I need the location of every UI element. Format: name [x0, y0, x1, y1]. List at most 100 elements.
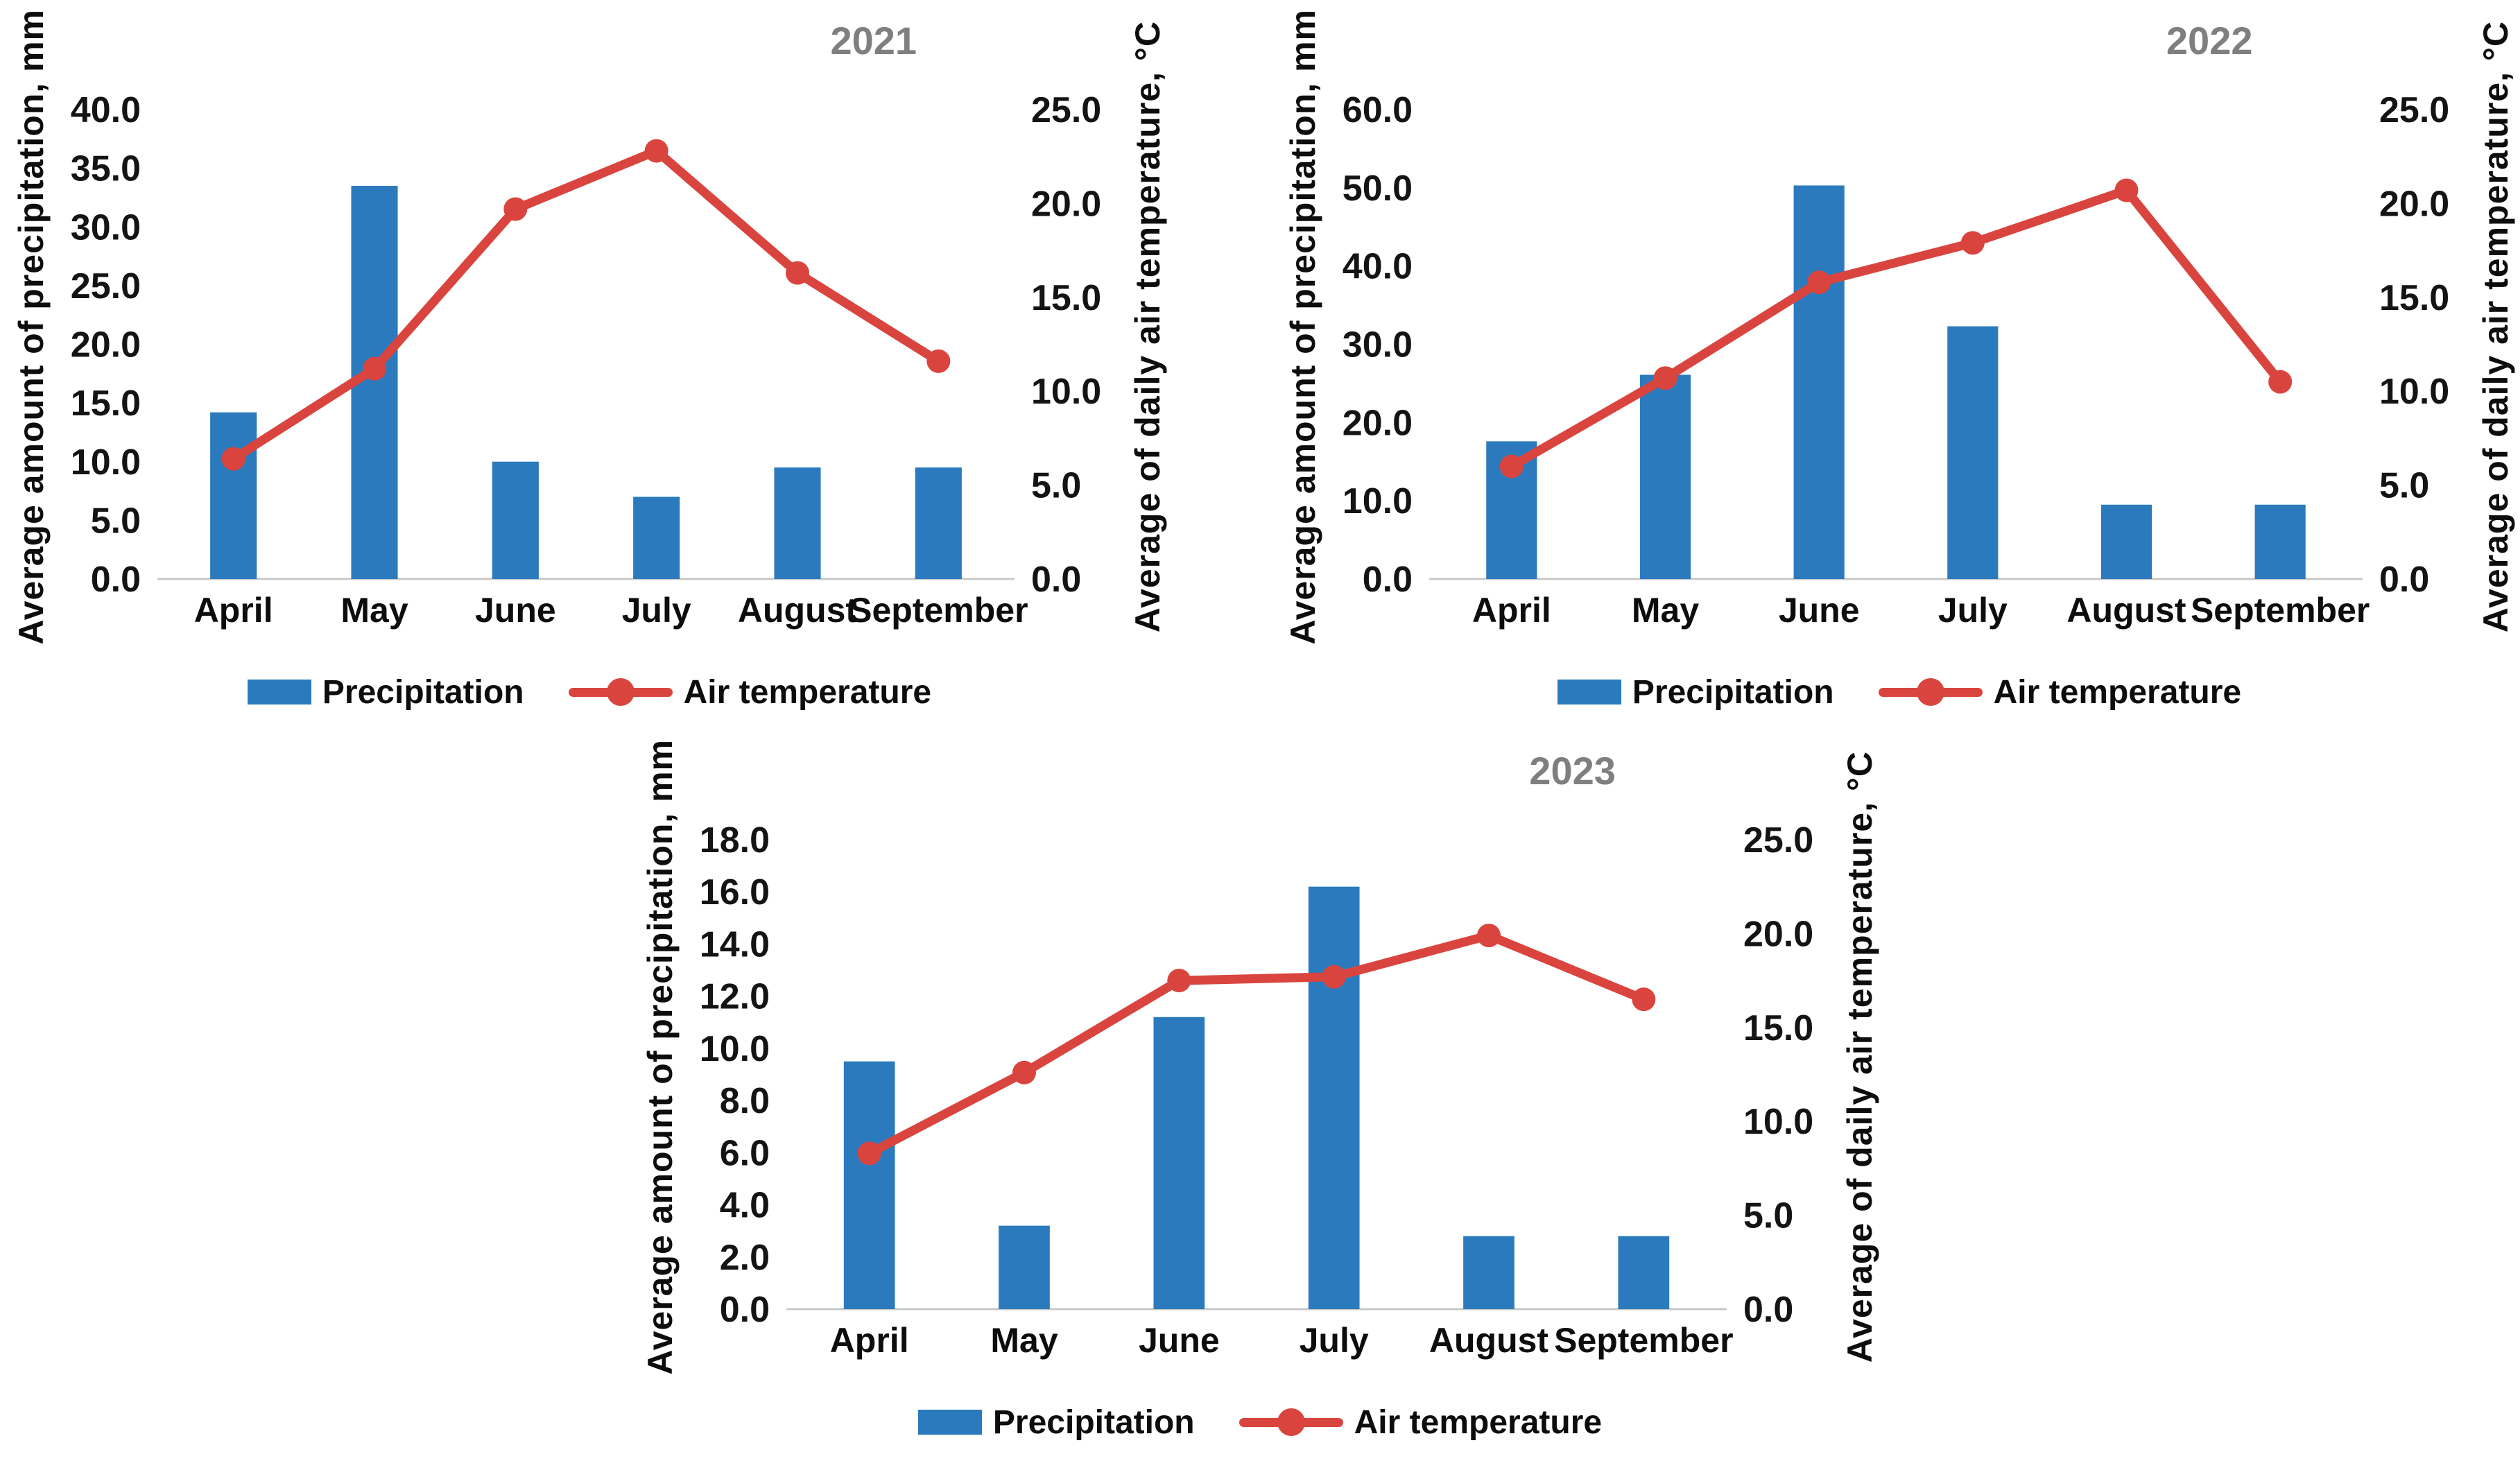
legend-item-air-temperature: Air temperature — [1878, 673, 2242, 711]
right-axis-tick-label: 15.0 — [2379, 278, 2449, 318]
bar-september — [915, 467, 962, 579]
left-axis-tick-label: 60.0 — [1343, 90, 1413, 130]
chart-2023: Average amount of precipitation, mm Aver… — [636, 730, 1884, 1461]
bar-july — [1308, 886, 1360, 1309]
left-axis-tick-label: 10.0 — [1343, 481, 1413, 521]
left-axis-tick-label: 10.0 — [700, 1029, 770, 1069]
legend-precipitation-label: Precipitation — [322, 673, 524, 711]
left-axis-tick-label: 35.0 — [71, 149, 141, 189]
temperature-point-july — [1960, 231, 1985, 255]
chart-plot-area: 0.0 5.0 10.0 15.0 20.0 25.0 30.0 35.0 40.0 0.0 5.0… — [71, 19, 1101, 630]
legend-precipitation-label: Precipitation — [1632, 673, 1834, 711]
right-axis-title-text: Average of daily air temperature, °C — [2476, 21, 2515, 633]
left-axis-title: Average amount of precipitation, mm — [636, 730, 684, 1384]
chart-plot-area: 0.0 10.0 20.0 30.0 40.0 50.0 60.0 0.0 5.0 10.0 15.… — [1343, 19, 2449, 630]
left-axis-title-text: Average amount of precipitation, mm — [641, 739, 680, 1375]
month-label-april: April — [194, 591, 273, 630]
legend-item-precipitation: Precipitation — [917, 1403, 1195, 1442]
left-axis-tick-label: 4.0 — [720, 1186, 770, 1226]
right-axis-tick-label: 0.0 — [1743, 1290, 1793, 1330]
right-axis-title-text: Average of daily air temperature, °C — [1128, 21, 1167, 633]
legend-air-temperature-label: Air temperature — [1993, 673, 2242, 711]
right-axis-tick-label: 20.0 — [1031, 184, 1101, 224]
left-axis-tick-label: 30.0 — [1343, 325, 1413, 365]
air-temperature-swatch-icon — [1878, 678, 1983, 706]
left-axis-tick-label: 6.0 — [720, 1133, 770, 1173]
air-temperature-swatch-icon — [1239, 1408, 1343, 1436]
marker-dot-icon — [1277, 1408, 1305, 1436]
bar-july — [633, 496, 680, 579]
month-label-june: June — [475, 591, 556, 630]
left-axis-tick-label: 40.0 — [1343, 247, 1413, 287]
legend-precipitation-label: Precipitation — [992, 1403, 1195, 1441]
temperature-point-april — [857, 1141, 881, 1166]
chart-year-title: 2022 — [2166, 19, 2253, 62]
precipitation-swatch-icon — [1557, 680, 1621, 704]
left-axis-tick-label: 0.0 — [720, 1290, 770, 1330]
month-label-may: May — [990, 1321, 1058, 1360]
month-label-april: April — [1472, 591, 1551, 630]
temperature-point-april — [221, 447, 245, 471]
month-label-may: May — [1632, 591, 1699, 630]
chart-plot-area: 0.0 2.0 4.0 6.0 8.0 10.0 12.0 14.0 16.0 18.0 0.0 5.… — [700, 749, 1813, 1360]
bar-june — [1793, 185, 1845, 579]
month-label-august: August — [2066, 591, 2186, 630]
temperature-point-august — [1477, 924, 1501, 948]
precipitation-swatch-icon — [917, 1410, 982, 1435]
month-label-august: August — [738, 591, 858, 630]
right-axis-title: Average of daily air temperature, °C — [2471, 0, 2520, 654]
precipitation-swatch-icon — [247, 680, 311, 704]
month-label-may: May — [340, 591, 408, 630]
left-axis-tick-label: 0.0 — [1363, 560, 1413, 600]
left-axis-tick-label: 14.0 — [700, 924, 770, 965]
bar-september — [1618, 1236, 1670, 1309]
temperature-point-july — [1322, 965, 1346, 989]
right-axis-title-text: Average of daily air temperature, °C — [1840, 751, 1879, 1363]
temperature-point-june — [503, 197, 528, 221]
bar-april — [210, 412, 257, 579]
right-axis-tick-label: 25.0 — [1743, 820, 1813, 861]
right-axis-tick-label: 10.0 — [1743, 1102, 1813, 1142]
left-axis-tick-label: 40.0 — [71, 90, 141, 130]
chart-year-title: 2023 — [1529, 749, 1616, 793]
left-axis-tick-label: 15.0 — [71, 383, 141, 424]
air-temperature-swatch-icon — [568, 678, 673, 706]
right-axis-tick-label: 10.0 — [1031, 372, 1101, 412]
bar-august — [1463, 1236, 1514, 1309]
right-axis-title: Average of daily air temperature, °C — [1123, 0, 1172, 654]
legend-item-air-temperature: Air temperature — [568, 673, 931, 711]
left-axis-title-text: Average amount of precipitation, mm — [12, 9, 51, 645]
right-axis-tick-label: 20.0 — [2379, 184, 2449, 224]
right-axis-tick-label: 0.0 — [1031, 560, 1081, 600]
temperature-point-may — [1653, 366, 1677, 390]
temperature-point-september — [2268, 370, 2293, 394]
left-axis-tick-label: 16.0 — [700, 872, 770, 913]
left-axis-title: Average amount of precipitation, mm — [7, 0, 55, 654]
right-axis-tick-label: 15.0 — [1743, 1008, 1813, 1048]
left-axis-tick-label: 50.0 — [1343, 168, 1413, 209]
temperature-point-july — [644, 139, 668, 163]
temperature-point-september — [1632, 987, 1656, 1012]
right-axis-tick-label: 5.0 — [2379, 466, 2429, 506]
temperature-point-august — [2114, 178, 2139, 202]
bar-september — [2254, 504, 2306, 579]
bar-july — [1947, 326, 1999, 579]
right-axis-tick-label: 25.0 — [1031, 90, 1101, 130]
month-label-september: September — [2191, 591, 2370, 630]
bar-may — [999, 1225, 1050, 1309]
bar-august — [774, 467, 821, 579]
month-label-july: July — [622, 591, 691, 630]
month-label-july: July — [1938, 591, 2008, 630]
bar-august — [2100, 504, 2152, 579]
left-axis-tick-label: 10.0 — [71, 442, 141, 483]
right-axis-tick-label: 5.0 — [1031, 466, 1081, 506]
left-axis-tick-label: 0.0 — [91, 560, 141, 600]
left-axis-tick-label: 18.0 — [700, 820, 770, 861]
temperature-point-september — [926, 349, 951, 373]
right-axis-title: Average of daily air temperature, °C — [1836, 730, 1884, 1384]
month-label-september: September — [1554, 1321, 1733, 1360]
legend: Precipitation Air temperature — [55, 654, 1123, 730]
right-axis-tick-label: 0.0 — [2379, 560, 2429, 600]
left-axis-tick-label: 25.0 — [71, 266, 141, 306]
legend: Precipitation Air temperature — [684, 1384, 1836, 1460]
